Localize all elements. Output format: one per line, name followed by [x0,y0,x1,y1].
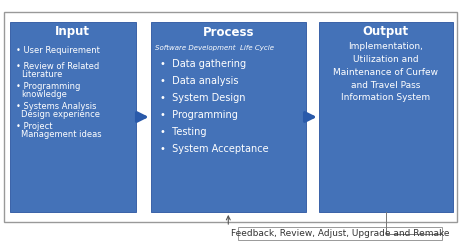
Text: Implementation,
Utilization and
Maintenance of Curfew
and Travel Pass
Informatio: Implementation, Utilization and Maintena… [333,42,438,102]
Text: Output: Output [363,26,409,38]
Text: • Review of Related: • Review of Related [16,62,99,71]
Text: • Systems Analysis: • Systems Analysis [16,102,96,111]
Text: Literature: Literature [21,70,63,79]
Text: •  Data analysis: • Data analysis [160,76,239,86]
Text: •  System Acceptance: • System Acceptance [160,144,269,154]
FancyBboxPatch shape [319,22,453,212]
Text: knowledge: knowledge [21,90,67,99]
Text: •  Testing: • Testing [160,127,207,137]
Text: Design experience: Design experience [21,110,100,119]
Text: Process: Process [202,26,254,38]
FancyBboxPatch shape [9,22,136,212]
FancyBboxPatch shape [151,22,306,212]
Text: Software Development  Life Cycle: Software Development Life Cycle [155,45,274,51]
FancyBboxPatch shape [238,227,443,240]
Text: • Project: • Project [16,122,52,131]
Text: • User Requirement: • User Requirement [16,46,100,55]
Text: Management ideas: Management ideas [21,130,102,139]
FancyBboxPatch shape [4,12,456,222]
Text: •  Data gathering: • Data gathering [160,59,246,69]
Text: • Programming: • Programming [16,82,80,91]
Text: Input: Input [55,26,91,38]
Text: Feedback, Review, Adjust, Upgrade and Remake: Feedback, Review, Adjust, Upgrade and Re… [231,229,450,238]
Text: •  Programming: • Programming [160,110,238,120]
Text: •  System Design: • System Design [160,93,246,103]
